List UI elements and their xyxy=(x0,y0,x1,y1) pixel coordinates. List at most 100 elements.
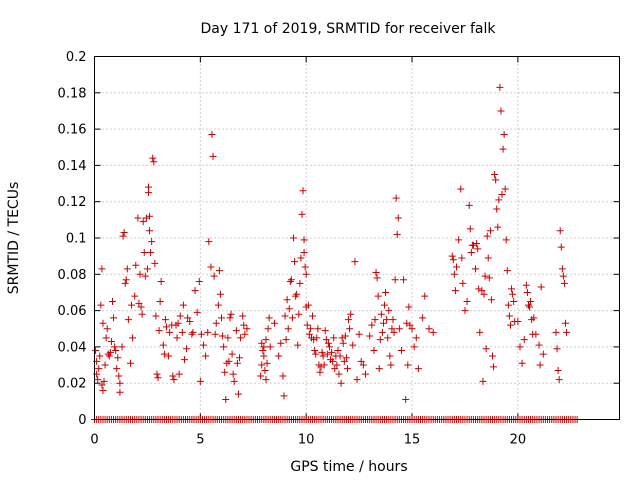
data-point xyxy=(292,292,300,300)
data-point xyxy=(555,376,563,384)
data-point xyxy=(116,388,124,396)
data-point xyxy=(321,327,329,335)
data-point xyxy=(486,227,494,235)
data-point xyxy=(338,334,346,342)
data-point xyxy=(302,270,310,278)
data-point xyxy=(312,350,320,358)
data-point xyxy=(474,245,482,253)
data-point xyxy=(306,325,314,333)
data-point xyxy=(483,232,491,240)
data-point xyxy=(262,376,270,384)
data-point xyxy=(414,365,422,373)
data-point xyxy=(108,298,116,306)
y-axis-label: SRMTID / TECUs xyxy=(6,182,22,295)
data-point xyxy=(297,254,305,262)
data-point xyxy=(524,301,532,309)
data-point xyxy=(136,270,144,278)
data-point xyxy=(408,325,416,333)
data-point xyxy=(118,343,126,351)
data-point xyxy=(202,352,210,360)
data-point xyxy=(221,368,229,376)
data-point xyxy=(196,377,204,385)
data-point xyxy=(173,334,181,342)
data-point xyxy=(258,339,266,347)
data-point xyxy=(392,194,400,202)
data-point xyxy=(395,325,403,333)
data-point xyxy=(520,336,528,344)
data-point xyxy=(124,316,132,324)
data-point xyxy=(121,279,129,287)
data-point xyxy=(228,350,236,358)
data-point xyxy=(457,185,465,193)
data-point xyxy=(216,290,224,298)
chart-title: Day 171 of 2019, SRMTID for receiver fal… xyxy=(201,21,497,37)
data-point xyxy=(504,301,512,309)
x-tick-label: 20 xyxy=(510,433,527,448)
data-point xyxy=(532,330,540,338)
data-point xyxy=(294,341,302,349)
data-point xyxy=(178,328,186,336)
data-point xyxy=(189,328,197,336)
y-tick-label: 0.14 xyxy=(58,159,87,174)
data-point xyxy=(319,352,327,360)
data-point xyxy=(96,352,104,360)
data-point xyxy=(300,249,308,257)
data-point xyxy=(224,334,232,342)
data-point xyxy=(233,359,241,367)
data-point xyxy=(183,345,191,353)
data-point xyxy=(539,350,547,358)
data-point xyxy=(105,352,113,360)
data-point xyxy=(393,230,401,238)
data-point xyxy=(210,272,218,280)
data-point xyxy=(469,241,477,249)
data-point xyxy=(237,334,245,342)
data-point xyxy=(103,325,111,333)
data-point xyxy=(499,145,507,153)
data-point xyxy=(331,365,339,373)
data-point xyxy=(343,365,351,373)
data-point xyxy=(503,267,511,275)
data-point xyxy=(154,374,162,382)
data-point xyxy=(157,278,165,286)
data-point xyxy=(325,343,333,351)
data-point xyxy=(376,336,384,344)
data-point xyxy=(119,232,127,240)
data-point xyxy=(241,330,249,338)
data-point xyxy=(205,238,213,246)
data-point xyxy=(450,270,458,278)
data-point xyxy=(313,334,321,342)
data-point xyxy=(383,316,391,324)
data-point xyxy=(144,189,152,197)
data-point xyxy=(298,210,306,218)
data-point xyxy=(195,278,203,286)
data-point xyxy=(243,325,251,333)
data-point xyxy=(357,357,365,365)
data-point xyxy=(101,361,109,369)
data-point xyxy=(527,298,535,306)
data-point xyxy=(481,272,489,280)
data-point xyxy=(557,243,565,251)
data-point xyxy=(368,321,376,329)
data-point xyxy=(193,308,201,316)
data-point xyxy=(98,381,106,389)
y-tick-label: 0 xyxy=(78,413,86,428)
data-point xyxy=(536,361,544,369)
data-point xyxy=(353,376,361,384)
data-point xyxy=(419,314,427,322)
data-point xyxy=(112,347,120,355)
data-point xyxy=(394,214,402,222)
data-point xyxy=(215,267,223,275)
data-point xyxy=(522,281,530,289)
data-point xyxy=(257,372,265,380)
data-point xyxy=(553,345,561,353)
data-point xyxy=(142,214,150,222)
data-point xyxy=(283,296,291,304)
data-point xyxy=(459,279,467,287)
data-point xyxy=(151,259,159,267)
data-point xyxy=(475,285,483,293)
data-point xyxy=(371,316,379,324)
data-point xyxy=(425,325,433,333)
data-point xyxy=(373,274,381,282)
data-point xyxy=(279,372,287,380)
